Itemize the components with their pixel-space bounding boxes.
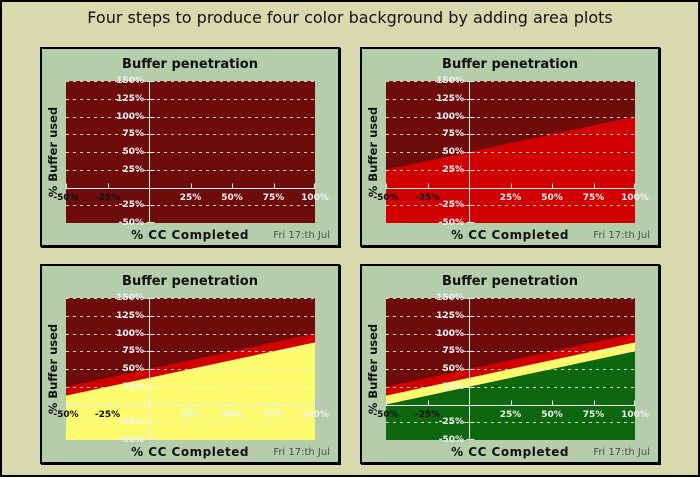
y-tick-label: -50% — [118, 435, 144, 445]
y-tick-label: 125% — [436, 93, 464, 104]
chart-title: Buffer penetration — [442, 57, 578, 72]
y-tick-label: 75% — [122, 129, 144, 140]
x-tick-label: -50% — [373, 192, 399, 203]
date-stamp: Fri 17:th Jul — [273, 447, 330, 458]
y-tick-label: 100% — [436, 328, 464, 339]
date-stamp: Fri 17:th Jul — [273, 230, 330, 241]
yellow-zone-area — [66, 342, 315, 440]
chart-title: Buffer penetration — [442, 274, 578, 289]
x-tick-label: 100% — [621, 409, 649, 420]
x-tick-label: 50% — [541, 409, 563, 420]
y-tick-label: 150% — [436, 76, 464, 86]
red-zone-area — [386, 116, 635, 223]
chart-panel-step-3: Buffer penetration% Buffer used 150% 125% 1… — [40, 264, 340, 464]
plot-area: 150% 125% 100% 75% 50% 25% -25% -50% -50% -25% 25%… — [53, 293, 329, 445]
x-tick-label: -25% — [94, 192, 121, 203]
y-tick-label: 100% — [116, 111, 144, 122]
y-tick-label: -25% — [438, 200, 464, 211]
y-tick-label: 50% — [442, 147, 464, 157]
chart-title: Buffer penetration — [122, 57, 258, 72]
y-tick-label: 75% — [122, 346, 144, 357]
y-tick-label: -50% — [438, 435, 464, 445]
x-tick-label: -50% — [373, 409, 399, 420]
x-tick-label: 75% — [582, 192, 605, 203]
x-axis-title: % CC Completed — [131, 445, 249, 459]
x-tick-label: -50% — [53, 192, 79, 203]
x-tick-label: 50% — [221, 192, 243, 203]
x-tick-label: 25% — [179, 409, 202, 420]
y-axis-title: % Buffer used — [46, 323, 60, 415]
y-tick-label: -25% — [118, 200, 144, 211]
y-tick-label: 150% — [116, 76, 144, 86]
y-tick-label: 50% — [442, 364, 464, 374]
x-tick-label: 50% — [221, 409, 243, 420]
x-tick-label: 100% — [301, 192, 329, 203]
x-tick-label: 25% — [499, 409, 522, 420]
y-axis-title: % Buffer used — [366, 323, 380, 415]
y-tick-label: -25% — [118, 417, 144, 428]
x-tick-label: -25% — [414, 409, 441, 420]
date-stamp: Fri 17:th Jul — [593, 230, 650, 241]
y-tick-label: 25% — [122, 381, 144, 392]
x-axis-title: % CC Completed — [451, 228, 569, 242]
y-tick-label: -50% — [118, 218, 144, 228]
y-tick-label: -25% — [438, 417, 464, 428]
x-tick-label: 25% — [179, 192, 202, 203]
y-tick-label: 50% — [122, 147, 144, 157]
plot-area: 150% 125% 100% 75% 50% 25% -25% -50% -50% -25% 25%… — [373, 293, 649, 445]
y-tick-label: 75% — [442, 129, 464, 140]
y-tick-label: 125% — [116, 93, 144, 104]
y-tick-label: 50% — [122, 364, 144, 374]
plot-area: 150% 125% 100% 75% 50% 25% -25% -50% -50% -25% 25%… — [373, 76, 649, 228]
y-tick-label: 100% — [116, 328, 144, 339]
green-zone-area — [386, 351, 635, 440]
chart-title: Buffer penetration — [122, 274, 258, 289]
x-tick-label: -50% — [53, 409, 79, 420]
x-tick-label: 50% — [541, 192, 563, 203]
y-tick-label: 25% — [442, 164, 464, 175]
x-axis-title: % CC Completed — [451, 445, 569, 459]
x-axis-title: % CC Completed — [131, 228, 249, 242]
x-tick-label: 100% — [621, 192, 649, 203]
x-tick-label: -25% — [414, 192, 441, 203]
chart-panel-step-2: Buffer penetration% Buffer used 150% 125% 1… — [360, 47, 660, 247]
page-title: Four steps to produce four color backgro… — [87, 8, 613, 27]
plot-area: 150% 125% 100% 75% 50% 25% -25% -50% -50% -25% 25%… — [53, 76, 329, 228]
x-tick-label: -25% — [94, 409, 121, 420]
y-tick-label: 125% — [116, 310, 144, 321]
y-tick-label: 150% — [116, 293, 144, 303]
y-tick-label: 25% — [122, 164, 144, 175]
y-tick-label: 75% — [442, 346, 464, 357]
chart-panel-step-4: Buffer penetration% Buffer used 150% 125% 1… — [360, 264, 660, 464]
y-axis-title: % Buffer used — [46, 106, 60, 198]
y-tick-label: 150% — [436, 293, 464, 303]
x-tick-label: 100% — [301, 409, 329, 420]
x-tick-label: 75% — [262, 192, 285, 203]
y-tick-label: 100% — [436, 111, 464, 122]
y-tick-label: 125% — [436, 310, 464, 321]
chart-panel-step-1: Buffer penetration% Buffer used 150% 125% 1… — [40, 47, 340, 247]
x-tick-label: 25% — [499, 192, 522, 203]
date-stamp: Fri 17:th Jul — [593, 447, 650, 458]
y-axis-title: % Buffer used — [366, 106, 380, 198]
y-tick-label: -50% — [438, 218, 464, 228]
x-tick-label: 75% — [262, 409, 285, 420]
x-tick-label: 75% — [582, 409, 605, 420]
y-tick-label: 25% — [442, 381, 464, 392]
